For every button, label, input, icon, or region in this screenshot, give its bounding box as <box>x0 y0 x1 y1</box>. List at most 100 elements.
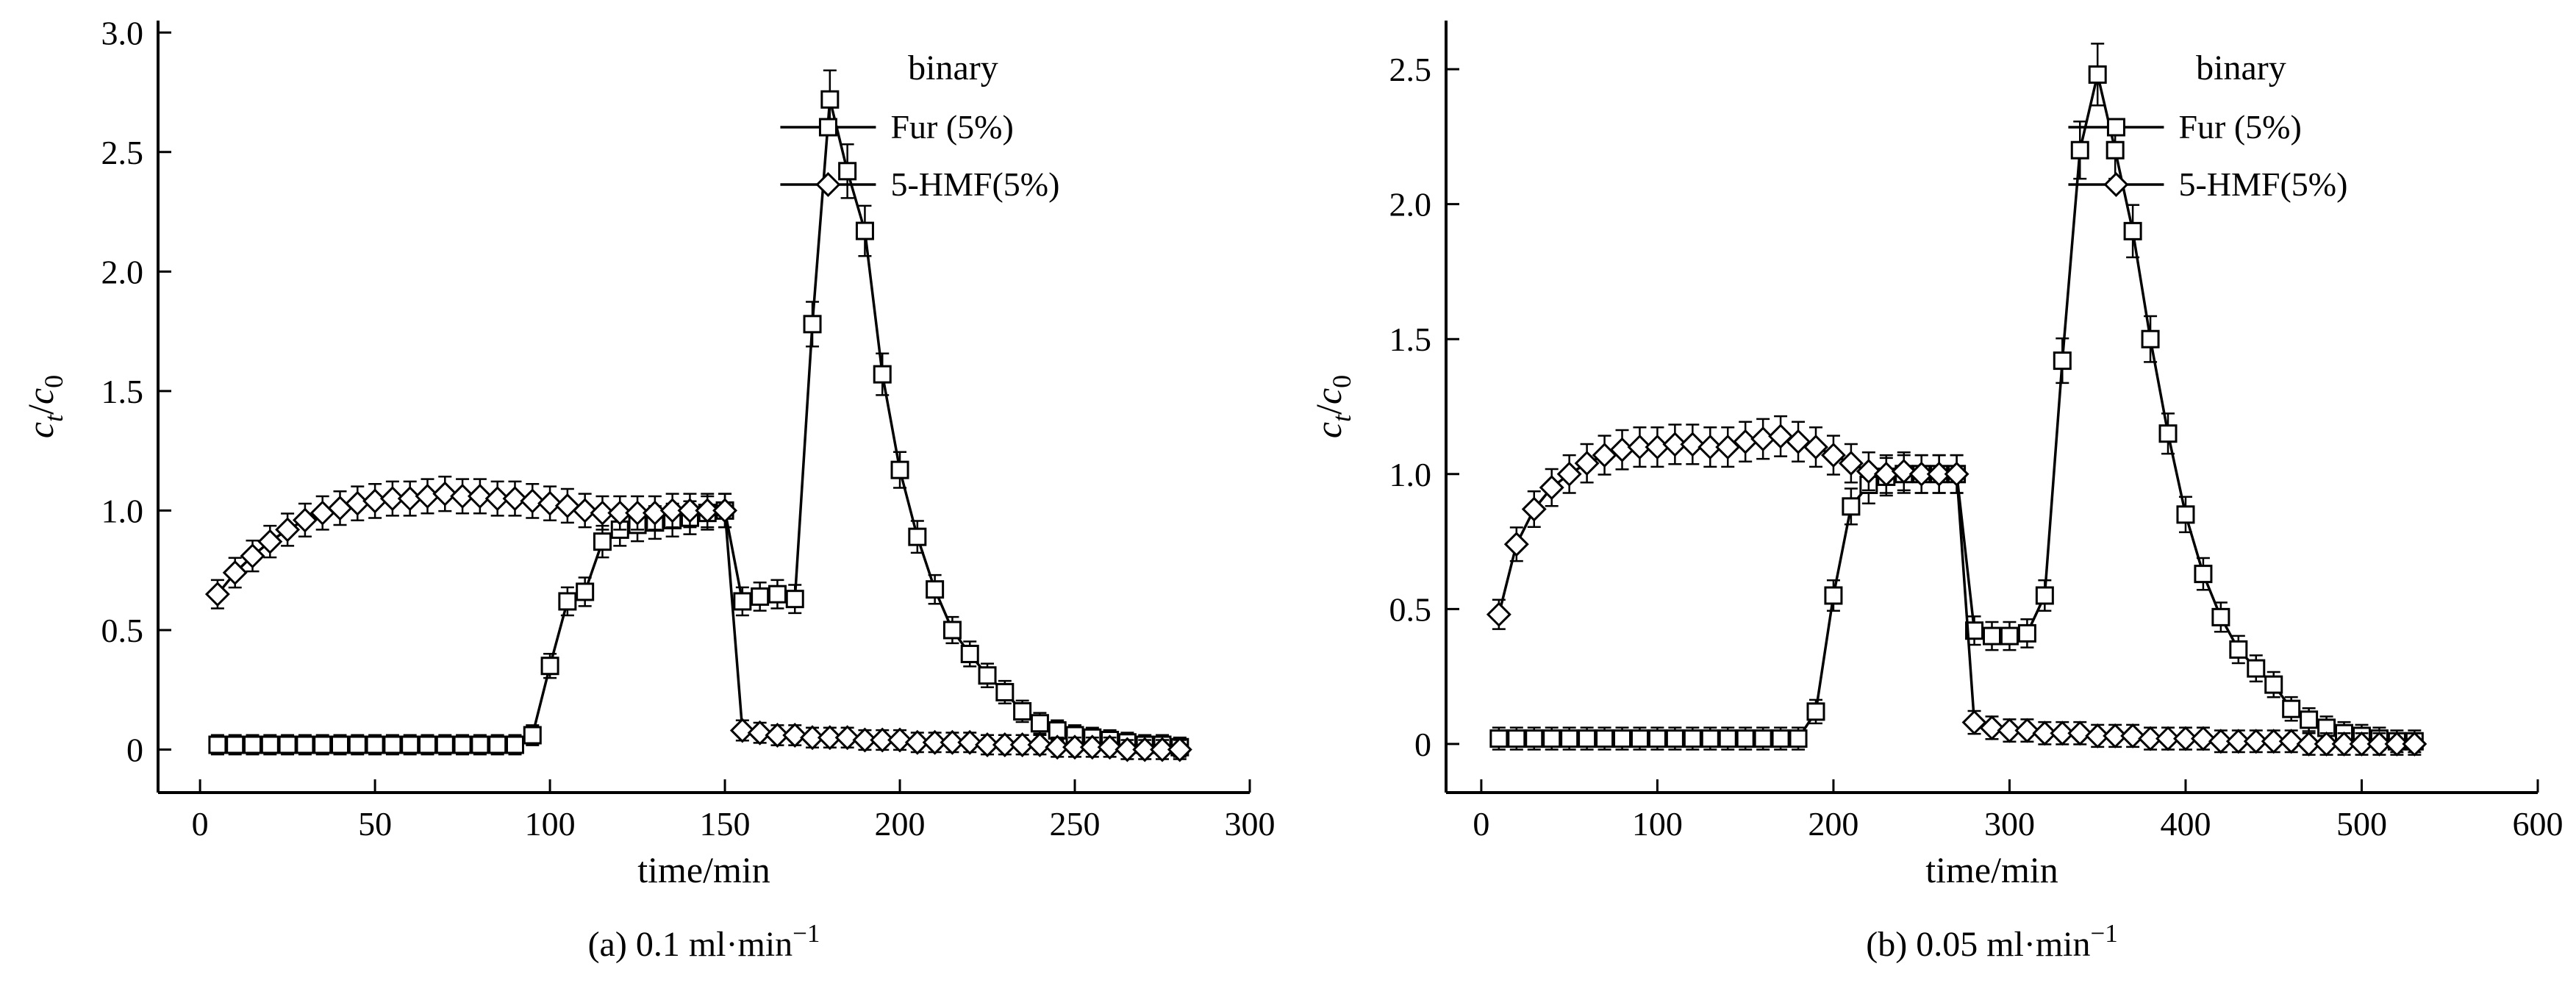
x-tick-label: 600 <box>2513 805 2564 843</box>
y-tick-label: 2.0 <box>1389 186 1432 224</box>
y-ticks: 0 0.5 1.0 1.5 2.0 2.5 <box>1389 51 1459 763</box>
square-marker-icon <box>2158 424 2178 443</box>
square-marker-icon <box>278 735 297 754</box>
x-axis-label: time/min <box>637 849 770 890</box>
series-markers <box>204 481 1192 762</box>
diamond-marker-icon <box>2278 729 2304 754</box>
diamond-marker-icon <box>1097 734 1123 760</box>
diamond-marker-icon <box>765 723 790 748</box>
y-tick-label: 1.0 <box>1389 456 1432 493</box>
diamond-marker-icon <box>695 498 720 523</box>
diamond-marker-icon <box>1556 461 1582 487</box>
square-marker-icon <box>2247 659 2266 678</box>
diamond-marker-icon <box>1750 426 1776 452</box>
square-marker-icon <box>505 735 524 754</box>
diamond-marker-icon <box>467 483 493 509</box>
y-tick-label: 0 <box>1414 726 1431 763</box>
diamond-marker-icon <box>275 517 301 543</box>
series-line <box>216 492 1180 751</box>
diamond-marker-icon <box>852 727 878 753</box>
diamond-marker-icon <box>2208 729 2233 754</box>
square-marker-icon <box>523 726 542 745</box>
legend: binary Fur (5%) 5-HMF(5%) <box>780 49 1059 203</box>
diamond-marker-icon <box>450 483 476 509</box>
diamond-marker-icon <box>2085 723 2111 748</box>
square-marker-icon <box>558 592 577 611</box>
square-marker-icon <box>383 735 402 754</box>
diamond-marker-icon <box>975 732 1001 757</box>
square-marker-icon <box>1507 729 1526 748</box>
diamond-marker-icon <box>2314 731 2339 757</box>
diamond-marker-icon <box>379 486 405 512</box>
diamond-marker-icon <box>2103 172 2129 197</box>
square-marker-icon <box>540 657 559 676</box>
x-ticks: 0 100 200 300 400 500 600 <box>1473 779 2564 843</box>
y-tick-label: 0.5 <box>101 612 144 649</box>
square-marker-icon <box>2194 565 2213 584</box>
square-marker-icon <box>995 682 1015 701</box>
diamond-marker-icon <box>1150 737 1175 762</box>
axis-labels: time/min ct/c0 <box>20 375 770 890</box>
diamond-marker-icon <box>1115 737 1140 762</box>
square-marker-icon <box>1806 702 1825 721</box>
x-ticks: 0 50 100 150 200 250 300 <box>192 779 1276 843</box>
diamond-marker-icon <box>2225 729 2251 754</box>
diamond-marker-icon <box>1079 734 1105 760</box>
diamond-marker-icon <box>2103 723 2128 748</box>
diamond-marker-icon <box>1521 496 1547 522</box>
chart-caption: (a) 0.1 ml·min−1 <box>588 919 820 964</box>
diamond-marker-icon <box>2067 721 2093 746</box>
square-marker-icon <box>488 735 507 754</box>
diamond-marker-icon <box>992 732 1017 757</box>
y-tick-label: 0 <box>126 731 143 768</box>
legend-entry: Fur (5%) <box>2068 108 2302 146</box>
diamond-marker-icon <box>1997 718 2022 743</box>
square-marker-icon <box>1489 729 1509 748</box>
diamond-marker-icon <box>834 725 860 751</box>
diamond-marker-icon <box>1891 459 1917 485</box>
diamond-marker-icon <box>887 727 913 753</box>
diamond-marker-icon <box>2172 726 2198 751</box>
chart-panel-a: 0 50 100 150 200 250 300 0 0.5 1.0 1.5 2.0 2.5 3.0 bin… <box>20 14 1276 964</box>
square-marker-icon <box>1560 729 1579 748</box>
diamond-marker-icon <box>2050 721 2075 746</box>
diamond-marker-icon <box>1627 435 1653 460</box>
square-marker-icon <box>1578 729 1597 748</box>
y-tick-label: 0.5 <box>1389 590 1432 628</box>
diamond-marker-icon <box>1062 734 1087 760</box>
diamond-marker-icon <box>1680 432 1706 457</box>
square-marker-icon <box>2000 626 2019 646</box>
x-tick-label: 300 <box>1225 805 1276 843</box>
diamond-marker-icon <box>1979 715 2005 740</box>
square-marker-icon <box>418 735 437 754</box>
square-marker-icon <box>243 735 262 754</box>
square-marker-icon <box>926 580 945 599</box>
square-marker-icon <box>593 532 612 551</box>
y-tick-label: 2.0 <box>101 253 144 290</box>
diamond-marker-icon <box>204 582 230 607</box>
square-marker-icon <box>942 621 962 640</box>
diamond-marker-icon <box>2032 721 2058 746</box>
series-hmf <box>204 475 1192 762</box>
y-tick-label: 1.5 <box>1389 321 1432 358</box>
square-marker-icon <box>2176 505 2195 524</box>
square-marker-icon <box>785 590 804 609</box>
diamond-marker-icon <box>904 729 930 755</box>
x-tick-label: 0 <box>192 805 209 843</box>
square-marker-icon <box>1613 729 1632 748</box>
series-fur <box>1489 43 2424 754</box>
diamond-marker-icon <box>922 729 948 755</box>
square-marker-icon <box>733 592 752 611</box>
x-tick-label: 50 <box>358 805 392 843</box>
diamond-marker-icon <box>1167 737 1192 762</box>
diamond-marker-icon <box>502 486 528 512</box>
square-marker-icon <box>1665 729 1684 748</box>
square-marker-icon <box>2282 699 2301 718</box>
legend-title: binary <box>2196 49 2286 87</box>
y-tick-label: 2.5 <box>101 134 144 171</box>
chart-a: 0 50 100 150 200 250 300 0 0.5 1.0 1.5 2.0 2.5 3.0 bin… <box>20 14 1276 964</box>
square-marker-icon <box>818 118 837 137</box>
diamond-marker-icon <box>800 725 826 751</box>
square-marker-icon <box>1013 701 1032 721</box>
square-marker-icon <box>2070 140 2089 160</box>
